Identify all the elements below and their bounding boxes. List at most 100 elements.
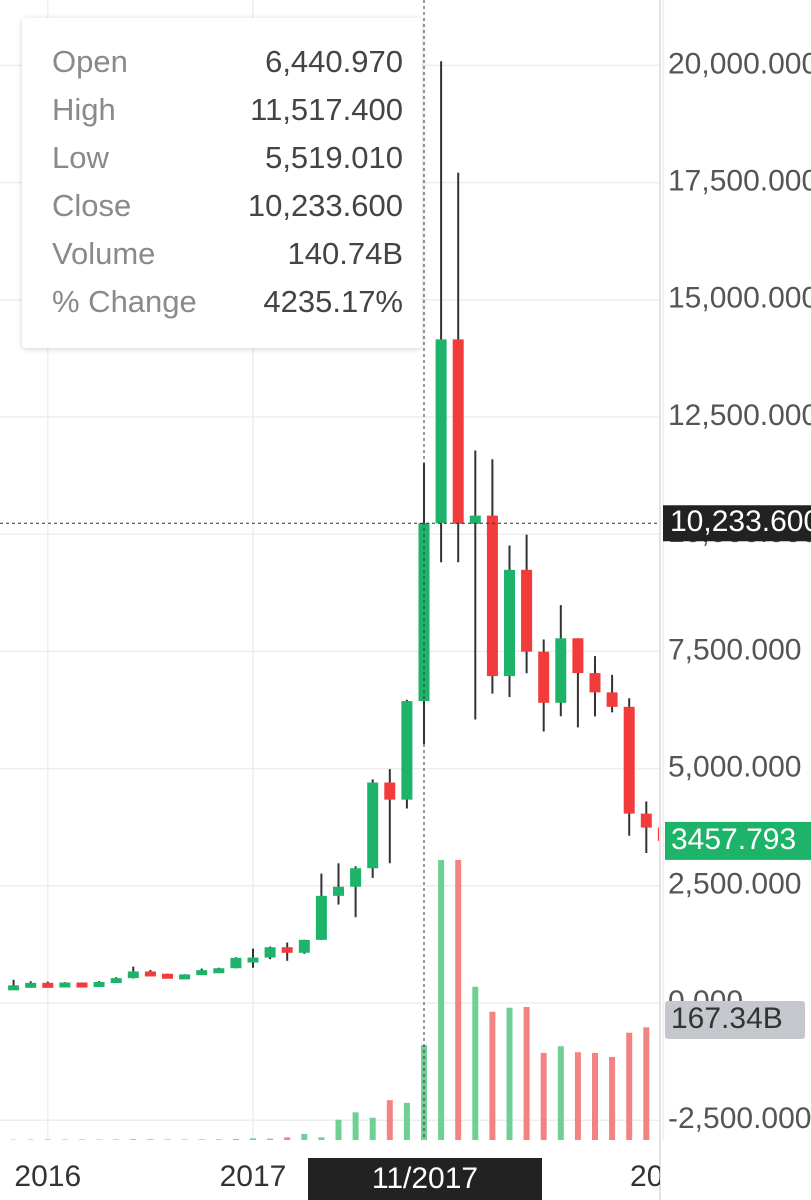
volume-bar	[438, 859, 445, 1140]
tooltip-value: 4235.17%	[263, 284, 403, 319]
volume-bar	[540, 1052, 547, 1140]
volume-bar	[609, 1056, 616, 1140]
volume-bar	[61, 1139, 68, 1140]
volume-bar	[147, 1139, 154, 1140]
candle-body	[435, 339, 447, 524]
volume-bar	[44, 1139, 51, 1140]
volume-bar	[27, 1139, 34, 1140]
volume-bar	[506, 1007, 513, 1140]
tooltip-label: Open	[52, 44, 128, 79]
volume-bar	[250, 1138, 256, 1140]
plot-area	[8, 61, 660, 1140]
volume-bar	[10, 1139, 17, 1140]
tooltip-label: Low	[52, 140, 109, 175]
volume-bar	[301, 1133, 308, 1140]
candle-body	[384, 782, 396, 800]
candle-body	[315, 895, 327, 940]
candle-body	[486, 515, 498, 677]
candle-body	[333, 886, 344, 896]
candle-body	[298, 939, 310, 953]
candle-body	[127, 971, 139, 979]
candle-body	[504, 569, 515, 677]
tooltip-label: % Change	[52, 284, 197, 319]
candle-body	[25, 982, 37, 988]
volume-bar	[96, 1139, 103, 1140]
candle-body	[264, 947, 276, 958]
y-tick-label: 20,000.000	[668, 47, 811, 80]
volume-bar	[352, 1112, 359, 1140]
tooltip-value: 6,440.970	[265, 44, 403, 79]
candle-body	[623, 706, 635, 814]
candle-body	[179, 974, 191, 980]
volume-bar	[215, 1139, 222, 1140]
volume-bar	[198, 1139, 205, 1140]
candle-body	[281, 947, 293, 953]
volume-bar	[626, 1032, 633, 1140]
y-tick-label: 15,000.000	[668, 282, 811, 315]
volume-bar	[267, 1138, 274, 1140]
volume-bar	[369, 1117, 376, 1140]
volume-bar	[489, 1011, 496, 1140]
candle-body	[572, 638, 584, 674]
candle-body	[640, 813, 652, 828]
last-price-box	[665, 821, 811, 860]
volume-bar	[130, 1139, 137, 1140]
candle-body	[555, 638, 567, 703]
volume-bar	[386, 1100, 393, 1140]
candle-body	[657, 827, 660, 841]
tooltip-value: 11,517.400	[250, 92, 403, 127]
candle-body	[76, 982, 88, 988]
x-hover-label: 11/2017	[372, 1162, 478, 1195]
candle-body	[589, 673, 601, 693]
volume-bar	[79, 1139, 85, 1140]
tooltip-label: Close	[52, 188, 131, 223]
last-price-label: 3457.793	[671, 823, 796, 856]
candle-body	[538, 651, 550, 703]
candle-body	[144, 971, 156, 977]
volume-bar	[164, 1139, 171, 1140]
volume-bar	[643, 1027, 650, 1140]
y-tick-label: 17,500.000	[668, 165, 811, 198]
x-tick-label: 2019	[630, 1160, 697, 1193]
y-tick-label: 7,500.000	[668, 633, 801, 666]
volume-bar	[455, 859, 462, 1140]
candle-body	[401, 701, 413, 800]
y-tick-label: 5,000.000	[668, 751, 801, 784]
tooltip-value: 140.74B	[288, 236, 404, 271]
candle-body	[110, 978, 122, 984]
tooltip-value: 5,519.010	[265, 140, 403, 175]
price-label: 10,233.600	[670, 505, 811, 538]
tooltip-label: Volume	[52, 236, 155, 271]
candle-body	[162, 973, 173, 979]
volume-bar	[232, 1138, 239, 1140]
tooltip-box	[22, 18, 422, 348]
volume-bar	[557, 1046, 564, 1140]
x-hover-box	[308, 1158, 542, 1200]
price-label-box	[663, 505, 811, 542]
volume-bar	[574, 1052, 581, 1140]
volume-bar	[284, 1137, 291, 1140]
candle-body	[196, 970, 208, 976]
volume-bar	[181, 1139, 188, 1140]
candle-body	[606, 692, 618, 707]
volume-bar	[318, 1137, 325, 1140]
candle-body	[213, 968, 225, 974]
volume-bar	[523, 1007, 530, 1140]
candle-body	[367, 782, 379, 869]
y-tick-label: -2,500.000	[668, 1102, 811, 1135]
candle-body	[452, 339, 464, 524]
y-axis: -2,500.0000.0002,500.0005,000.0007,500.0…	[668, 47, 811, 1135]
candle-body	[521, 569, 533, 652]
volume-bar	[592, 1052, 598, 1140]
candle-body	[8, 985, 20, 991]
x-axis: 2016 2017 2019	[14, 1160, 697, 1193]
last-volume-label: 167.34B	[671, 1002, 783, 1035]
tooltip-value: 10,233.600	[248, 188, 403, 223]
candle-body	[247, 957, 259, 963]
candle-body	[469, 515, 481, 524]
x-tick-label: 2016	[14, 1160, 81, 1193]
volume-bar	[403, 1102, 410, 1140]
candle-body	[350, 868, 362, 887]
